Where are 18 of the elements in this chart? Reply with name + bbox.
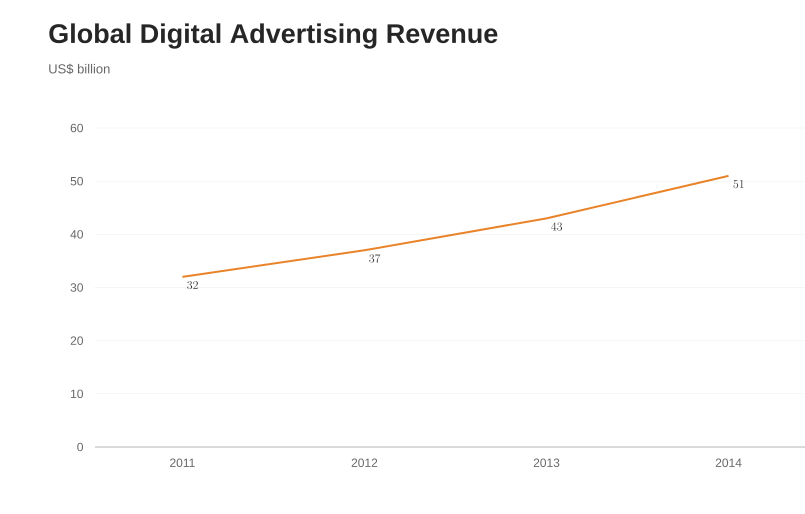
data-label: 32 (187, 280, 198, 290)
y-tick-label: 0 (77, 442, 84, 452)
y-tick-label: 20 (70, 336, 84, 345)
y-tick-label: 40 (70, 230, 84, 239)
y-tick-label: 10 (71, 390, 84, 398)
data-label: 51 (733, 180, 744, 188)
x-tick-label: 2014 (716, 458, 742, 468)
line-series (181, 174, 730, 278)
data-label: 43 (551, 222, 562, 231)
data-label: 37 (369, 254, 380, 263)
y-tick-label: 60 (70, 124, 84, 132)
y-tick-label: 30 (70, 283, 84, 292)
x-tick-label: 2011 (170, 458, 195, 468)
x-tick-label: 2012 (352, 458, 378, 468)
x-tick-label: 2013 (534, 458, 560, 468)
chart-subtitle: US$ billion (49, 64, 110, 74)
y-tick-label: 50 (70, 176, 84, 186)
chart-title: Global Digital Advertising Revenue (49, 23, 498, 49)
